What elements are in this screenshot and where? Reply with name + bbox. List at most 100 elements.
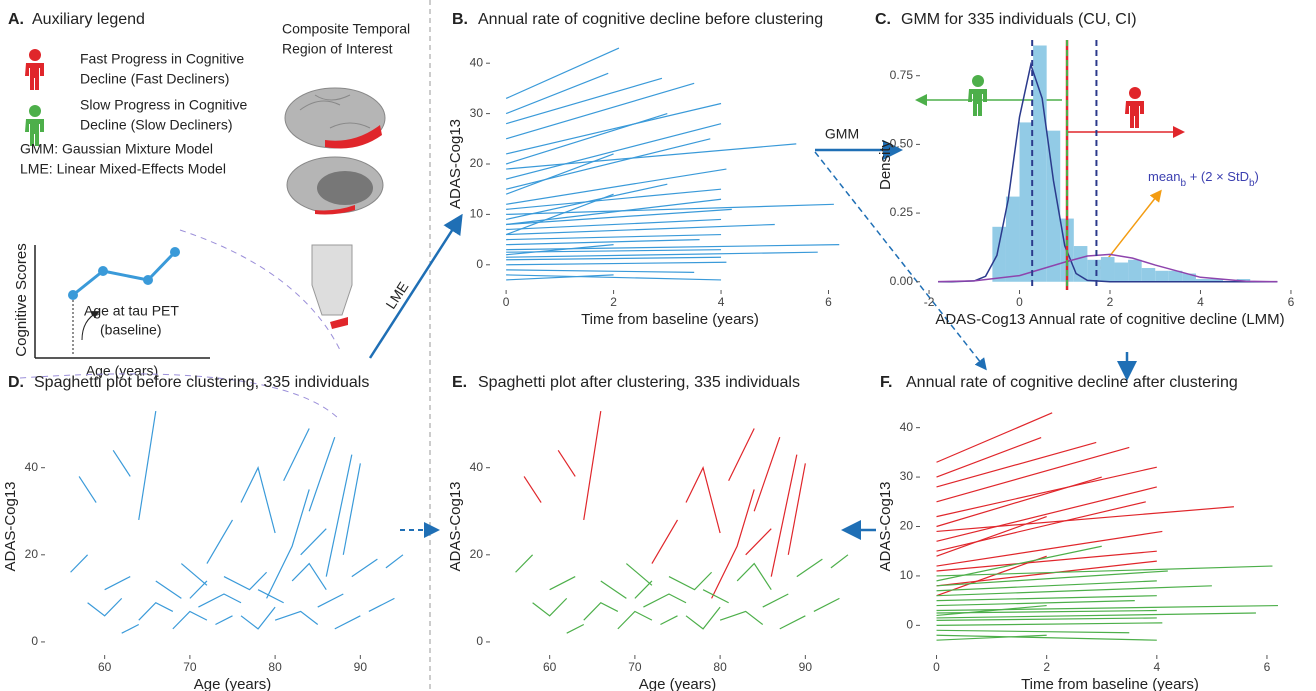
- trajectory: [506, 244, 614, 256]
- trajectory: [505, 72, 609, 115]
- trajectory: [506, 208, 732, 226]
- schematic-ylabel: Cognitive Scores: [13, 243, 30, 356]
- trajectory: [936, 580, 1157, 592]
- trajectory: [936, 634, 1157, 641]
- label-part: ): [1255, 169, 1259, 184]
- y-tick-label: 40: [25, 460, 39, 474]
- y-axis-label: ADAS-Cog13: [447, 481, 464, 571]
- trajectory: [266, 489, 310, 599]
- trajectory: [351, 558, 378, 578]
- trajectory: [240, 465, 276, 534]
- brain-images: [284, 87, 386, 329]
- trajectory: [651, 519, 679, 564]
- trajectory: [198, 593, 242, 608]
- panel-title: Auxiliary legend: [32, 11, 145, 28]
- x-tick-label: 2: [1107, 295, 1114, 309]
- trajectory: [505, 82, 695, 140]
- trajectory: [936, 570, 1168, 587]
- trajectory: [936, 446, 1130, 503]
- y-tick-label: 0: [476, 634, 483, 648]
- trajectory: [104, 576, 131, 591]
- decoration: [19, 373, 341, 421]
- legend-text: Slow Progress in Cognitive: [80, 97, 248, 113]
- trajectory: [936, 565, 1273, 577]
- trajectory: [506, 223, 775, 236]
- trajectory: [112, 449, 131, 477]
- legend-text: LME: Linear Mixed-Effects Model: [20, 161, 226, 177]
- trajectory: [506, 274, 614, 281]
- x-tick-label: 90: [354, 660, 368, 674]
- y-tick-label: 0: [31, 634, 38, 648]
- trajectory: [936, 436, 1042, 478]
- trajectory: [215, 615, 233, 626]
- trajectory: [506, 168, 727, 205]
- trajectory: [549, 576, 576, 591]
- x-tick-label: 90: [799, 660, 813, 674]
- panel-letter: F.: [880, 374, 892, 391]
- trajectory: [505, 77, 663, 125]
- y-axis-label: ADAS-Cog13: [447, 119, 464, 209]
- trajectory: [70, 554, 89, 573]
- histogram-bar: [1168, 270, 1183, 282]
- trajectory: [385, 554, 404, 569]
- trajectory: [505, 47, 620, 100]
- trajectory: [813, 597, 840, 612]
- histogram-bar: [1087, 259, 1101, 282]
- trajectory: [936, 555, 1047, 597]
- x-tick-label: 60: [543, 660, 557, 674]
- label-part: b: [1249, 178, 1255, 189]
- label-part: b: [1181, 178, 1187, 189]
- trajectory: [506, 256, 722, 261]
- trajectory: [936, 476, 1102, 528]
- x-axis-label: Age (years): [639, 676, 717, 691]
- trajectory: [505, 153, 614, 195]
- threshold-label: meanb + (2 × StDb): [1148, 169, 1259, 189]
- trajectory: [506, 261, 727, 266]
- schematic: [34, 245, 210, 359]
- trajectory: [515, 554, 534, 573]
- y-axis-label: ADAS-Cog13: [877, 481, 894, 571]
- trajectory: [936, 486, 1157, 542]
- x-tick-label: 70: [628, 660, 642, 674]
- fast-icon: [25, 49, 44, 90]
- trajectory: [274, 610, 319, 625]
- y-axis-label: ADAS-Cog13: [2, 481, 19, 571]
- trajectory: [506, 188, 722, 210]
- schematic-note: Age at tau PET: [84, 303, 179, 319]
- chart-title: Annual rate of cognitive decline before …: [478, 11, 823, 28]
- trajectory: [368, 597, 395, 612]
- trajectory: [566, 623, 585, 634]
- trajectory: [138, 410, 157, 521]
- dashed-arrow: [814, 151, 987, 371]
- trajectory: [506, 233, 722, 241]
- legend-text: Fast Progress in Cognitive: [80, 51, 244, 67]
- trajectory: [505, 123, 722, 180]
- trajectory: [189, 580, 208, 599]
- histogram-bar: [992, 226, 1006, 282]
- trajectory: [685, 606, 721, 630]
- trajectory: [779, 615, 806, 630]
- trajectory: [762, 593, 789, 608]
- trajectory: [936, 604, 1047, 617]
- label-part: + (2 × StD: [1186, 169, 1249, 184]
- trajectory: [257, 589, 284, 604]
- trajectory: [936, 550, 1157, 572]
- histogram-bar: [1005, 196, 1020, 282]
- y-tick-label: 30: [470, 106, 484, 120]
- x-axis-label: Time from baseline (years): [581, 311, 759, 328]
- y-tick-label: 0.00: [890, 274, 914, 288]
- y-axis-label: Density: [877, 139, 894, 190]
- trajectory: [505, 113, 668, 165]
- trajectory: [936, 612, 1256, 619]
- x-tick-label: 70: [183, 660, 197, 674]
- label-part: mean: [1148, 169, 1181, 184]
- roi-text: Composite Temporal: [282, 21, 410, 37]
- density-curve: [938, 61, 1278, 283]
- y-tick-label: 20: [470, 547, 484, 561]
- x-tick-label: -2: [924, 295, 935, 309]
- chart-title: Spaghetti plot after clustering, 335 ind…: [478, 374, 800, 391]
- legend-text: Decline (Slow Decliners): [80, 117, 233, 133]
- y-tick-label: 10: [470, 207, 484, 221]
- trajectory: [936, 545, 1102, 582]
- trajectory: [753, 437, 781, 512]
